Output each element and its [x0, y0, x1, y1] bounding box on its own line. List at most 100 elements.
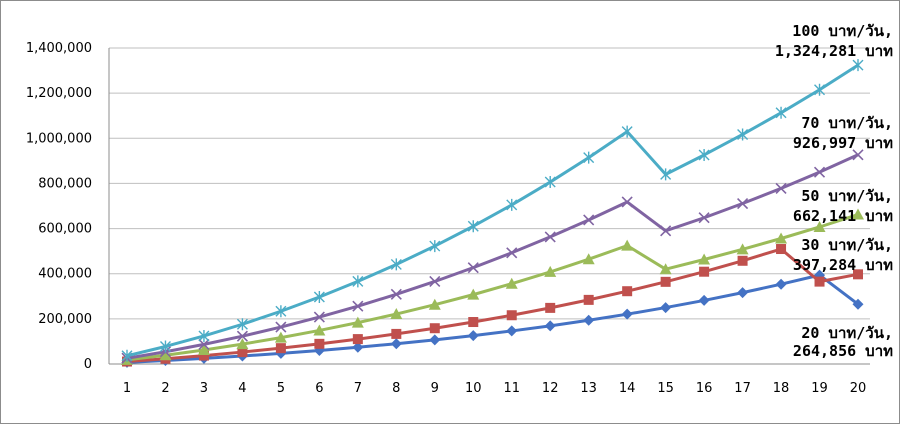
data-point [814, 276, 825, 287]
axes: 0 200,000 400,000 600,000 800,000 1,000,000 1,… [26, 41, 870, 396]
data-point [852, 298, 864, 310]
series-annotation-line-2: 264,856 บาท [793, 342, 893, 360]
data-point [237, 347, 248, 358]
data-point [698, 294, 710, 306]
data-point [314, 338, 325, 349]
series-annotation-line-2: 397,284 บาท [793, 256, 893, 274]
data-point [429, 334, 441, 346]
data-point [775, 106, 787, 119]
y-tick-label: 0 [84, 357, 92, 372]
data-point [275, 321, 287, 333]
y-tick-label: 800,000 [38, 176, 92, 191]
series-annotation-line-1: 70 บาท/วัน, [801, 114, 893, 132]
x-tick-label: 12 [542, 381, 559, 396]
data-point [776, 244, 787, 255]
y-tick-label: 1,200,000 [26, 86, 92, 101]
data-point [275, 305, 287, 318]
gridlines [109, 47, 870, 320]
y-tick-label: 1,000,000 [26, 131, 92, 146]
data-point [236, 330, 248, 342]
data-point [467, 330, 479, 342]
data-point [544, 176, 556, 189]
x-tick-label: 10 [465, 381, 482, 396]
x-tick-label: 7 [354, 381, 362, 396]
data-point [583, 151, 595, 164]
data-point [545, 302, 556, 313]
data-point [737, 128, 749, 141]
data-point [660, 302, 672, 314]
series-lines [121, 59, 864, 368]
x-tick-label: 15 [657, 381, 674, 396]
x-tick-label: 8 [392, 381, 400, 396]
data-point [659, 263, 672, 275]
data-point [698, 212, 710, 224]
data-point [275, 343, 286, 354]
data-point [391, 328, 402, 339]
x-tick-label: 3 [200, 381, 208, 396]
series-line [126, 63, 859, 358]
data-point [506, 310, 517, 321]
data-point [583, 294, 594, 305]
data-point [621, 125, 633, 138]
data-point [621, 196, 633, 208]
series-4 [121, 149, 864, 364]
y-tick-label: 200,000 [38, 312, 92, 327]
data-point [544, 320, 556, 332]
data-point [544, 265, 557, 277]
data-point [852, 59, 864, 72]
data-point [352, 341, 364, 353]
x-tick-label: 13 [580, 381, 597, 396]
x-tick-label: 14 [619, 381, 636, 396]
data-point [313, 324, 326, 336]
data-point [429, 275, 441, 288]
data-point [660, 276, 671, 287]
data-point [352, 275, 364, 288]
data-point [852, 149, 864, 161]
series-2 [122, 244, 863, 367]
data-point [467, 220, 479, 233]
data-point [699, 266, 710, 277]
series-line [126, 213, 859, 362]
data-point [582, 253, 595, 265]
series-line [126, 273, 859, 364]
y-tick-label: 600,000 [38, 222, 92, 237]
data-point [698, 253, 711, 265]
series-annotation-line-1: 20 บาท/วัน, [801, 324, 893, 342]
x-tick-label: 19 [811, 381, 828, 396]
series-line [126, 247, 859, 364]
data-point [506, 325, 518, 337]
series-annotation-line-2: 926,997 บาท [793, 134, 893, 152]
data-point [236, 318, 248, 331]
data-point [775, 232, 788, 244]
data-point [621, 308, 633, 320]
data-point [198, 329, 210, 342]
x-tick-label: 2 [161, 381, 169, 396]
data-point [467, 262, 479, 274]
data-point [390, 288, 402, 300]
series-annotation-line-2: 662,141 บาท [793, 207, 893, 225]
data-point [814, 83, 826, 96]
data-point [351, 316, 364, 328]
series-5 [121, 59, 864, 362]
data-point [737, 255, 748, 266]
y-tick-label: 1,400,000 [26, 41, 92, 56]
series-line [126, 153, 859, 360]
data-point [660, 168, 672, 181]
x-tick-label: 17 [734, 381, 751, 396]
data-point [775, 182, 787, 194]
data-point [698, 148, 710, 161]
data-point [737, 287, 749, 299]
data-point [583, 314, 595, 326]
data-point [198, 350, 209, 361]
data-point [236, 338, 249, 350]
data-point [660, 225, 672, 237]
data-point [121, 349, 133, 362]
data-point [390, 338, 402, 350]
x-tick-label: 5 [277, 381, 285, 396]
data-point [390, 258, 402, 271]
data-point [506, 198, 518, 211]
data-point [813, 220, 826, 232]
data-point [429, 240, 441, 253]
series-3 [121, 208, 864, 365]
